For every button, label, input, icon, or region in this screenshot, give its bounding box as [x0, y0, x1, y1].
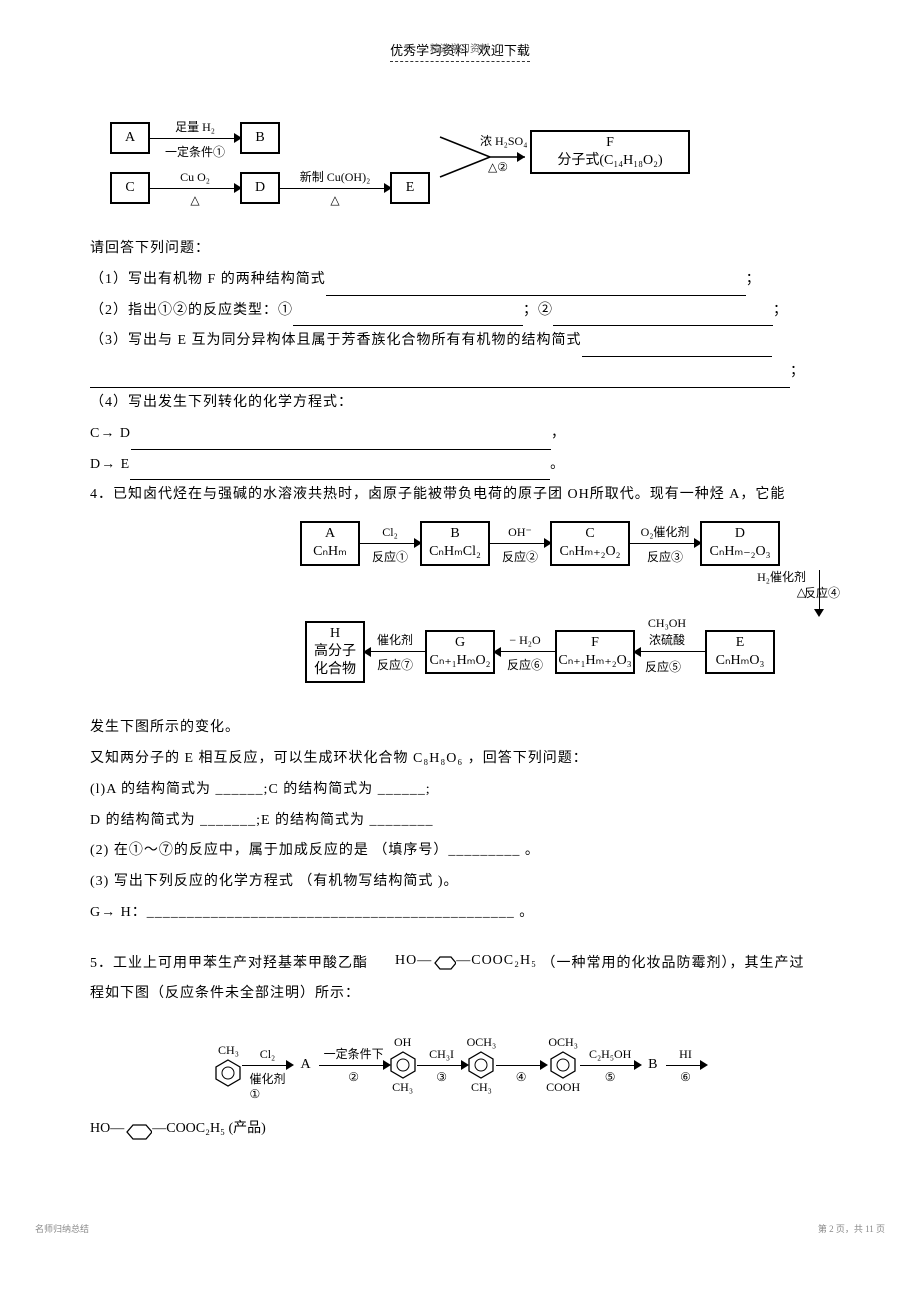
q4-box-f: FCₙ₊₁Hₘ₊₂O₃ — [555, 630, 635, 674]
q3-content: 请回答下列问题： （1）写出有机物 F 的两种结构简式； （2）指出①②的反应类… — [90, 234, 830, 511]
q5-struct-cresol: OH CH₃ — [389, 1035, 417, 1095]
converge-lines — [435, 117, 535, 187]
q4-box-a: ACₙHₘ — [300, 521, 360, 565]
box-c: C — [110, 172, 150, 204]
q4-box-g: GCₙ₊₁HₘO₂ — [425, 630, 495, 674]
box-b: B — [240, 122, 280, 154]
box-f: F 分子式(C₁₄H₁₈O₂) — [530, 130, 690, 174]
q5-content: 5．工业上可用甲苯生产对羟基苯甲酸乙酯 HO——COOC₂H₅ （一种常用的化妆… — [90, 949, 830, 1011]
footer-right: 第 2 页，共 11 页 — [818, 1222, 885, 1235]
header-small-text: 精选学习资料 — [0, 40, 920, 55]
q4-box-d: DCₙHₘ₋₂O₃ — [700, 521, 780, 565]
q5-struct-anisole: OCH₃ CH₃ — [467, 1035, 497, 1095]
q5-struct-toluene: CH₃ — [214, 1043, 242, 1088]
box-e: E — [390, 172, 430, 204]
q4-box-b: BCₙHₘCl₂ — [420, 521, 490, 565]
q4-box-e: ECₙHₘO₃ — [705, 630, 775, 674]
q5-struct-anisic: OCH₃ COOH — [546, 1035, 580, 1095]
q4-box-c: CCₙHₘ₊₂O₂ — [550, 521, 630, 565]
q4-box-h: H高分子化合物 — [305, 621, 365, 684]
q4-content: 发生下图所示的变化。 又知两分子的 E 相互反应，可以生成环状化合物 C₈H₈O… — [90, 713, 830, 929]
diagram-q4: ACₙHₘ Cl₂反应① BCₙHₘCl₂ OH⁻反应② CCₙHₘ₊₂O₂ O… — [90, 521, 830, 683]
footer-left: 名师归纳总结 — [35, 1222, 830, 1235]
box-d: D — [240, 172, 280, 204]
box-a: A — [110, 122, 150, 154]
q5-product: HO——COOC₂H₅ (产品) — [90, 1120, 830, 1142]
diagram-q5: CH₃ Cl₂催化剂① A 一定条件下② OH CH₃ CH₃I③ OCH₃ C… — [90, 1035, 830, 1142]
diagram-q3: A 足量 H₂一定条件① B C Cu O₂△ D 新制 Cu(OH)₂△ E … — [110, 122, 830, 204]
